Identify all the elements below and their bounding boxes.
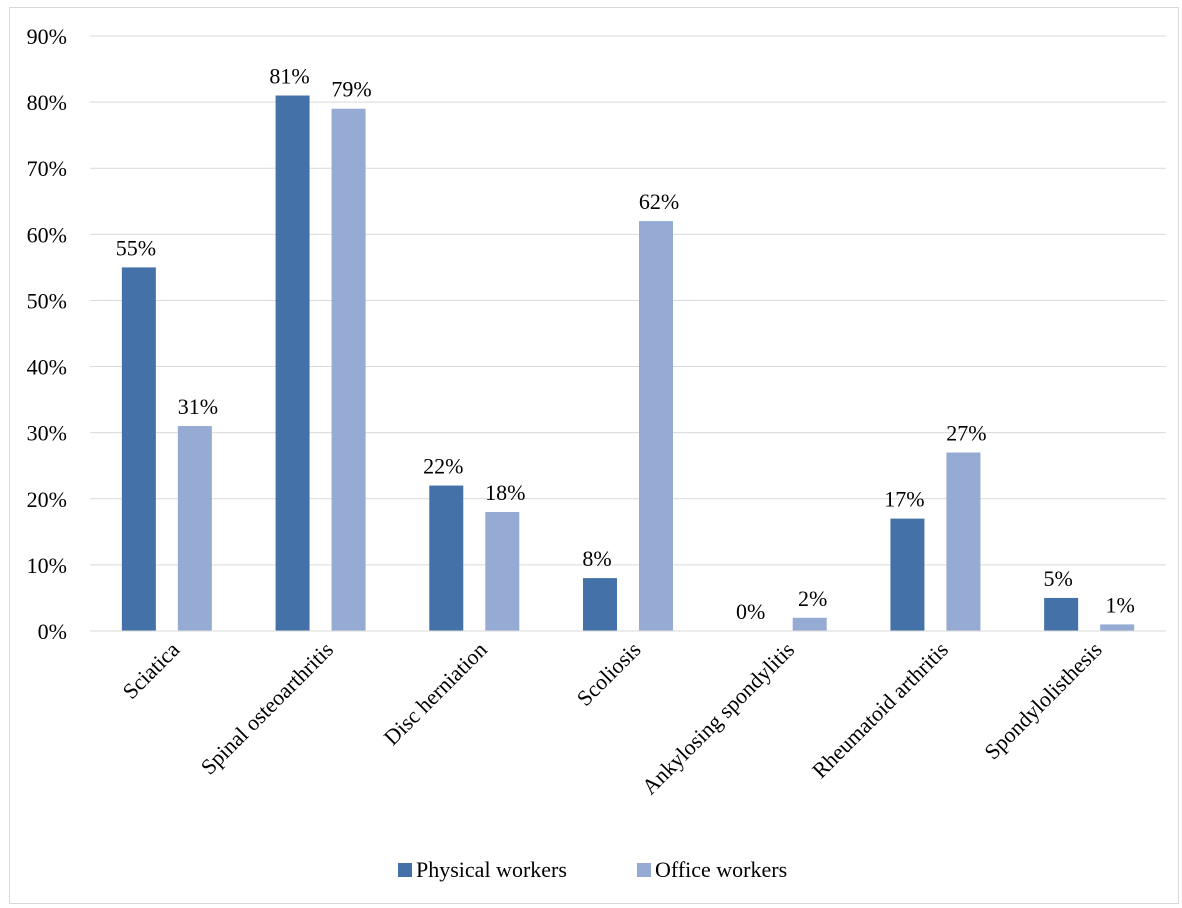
legend-swatch	[637, 863, 651, 877]
category-label: Sciatica	[117, 637, 184, 704]
y-tick-label: 50%	[27, 288, 67, 313]
data-label: 17%	[884, 487, 924, 512]
legend-swatch	[398, 863, 412, 877]
data-labels: 55% 31% 81% 79% 22% 18% 8% 62% 0% 2% 17% 27% 5% 1%	[116, 64, 1135, 625]
data-label: 79%	[331, 77, 371, 102]
bar-physical	[275, 95, 310, 631]
category-label: Disc herniation	[379, 637, 492, 750]
bar-office	[1100, 624, 1135, 631]
bar-physical	[890, 518, 925, 631]
y-tick-label: 10%	[27, 553, 67, 578]
legend: Physical workers Office workers	[398, 857, 787, 882]
bar-physical	[429, 485, 464, 631]
data-label: 62%	[639, 189, 679, 214]
data-label: 31%	[178, 394, 218, 419]
bar-office	[177, 426, 212, 631]
data-label: 22%	[423, 454, 463, 479]
bar-physical	[583, 578, 617, 631]
data-label: 8%	[582, 546, 611, 571]
y-tick-label: 40%	[27, 355, 67, 380]
category-labels: Sciatica Spinal osteoarthritis Disc hernia…	[117, 637, 1106, 800]
y-tick-label: 30%	[27, 421, 67, 446]
legend-label: Office workers	[655, 857, 787, 882]
y-tick-label: 0%	[38, 619, 67, 644]
data-label: 1%	[1105, 592, 1134, 617]
category-label: Spondylolisthesis	[979, 637, 1106, 764]
gridlines	[90, 35, 1166, 566]
bar-office	[331, 108, 366, 631]
bar-physical	[121, 267, 156, 631]
y-tick-label: 90%	[27, 24, 67, 49]
data-label: 81%	[269, 64, 309, 89]
category-label: Spinal osteoarthritis	[196, 637, 339, 780]
data-label: 18%	[485, 480, 525, 505]
bars	[121, 95, 1135, 631]
data-label: 0%	[736, 599, 765, 624]
y-tick-label: 70%	[27, 156, 67, 181]
category-label: Ankylosing spondylitis	[637, 637, 799, 799]
y-tick-label: 80%	[27, 90, 67, 115]
data-label: 55%	[116, 235, 156, 260]
bar-office	[485, 512, 520, 631]
y-tick-label: 20%	[27, 487, 67, 512]
bar-physical	[1044, 597, 1079, 631]
legend-label: Physical workers	[416, 857, 567, 882]
bar-office	[946, 452, 981, 631]
category-label: Scoliosis	[572, 637, 646, 711]
bar-office	[639, 221, 673, 631]
category-label: Rheumatoid arthritis	[807, 637, 953, 783]
data-label: 5%	[1043, 566, 1072, 591]
bar-office	[792, 617, 827, 631]
y-axis-ticks: 0% 10% 20% 30% 40% 50% 60% 70% 80% 90%	[27, 24, 67, 644]
data-label: 27%	[946, 421, 986, 446]
y-tick-label: 60%	[27, 222, 67, 247]
data-label: 2%	[798, 586, 827, 611]
